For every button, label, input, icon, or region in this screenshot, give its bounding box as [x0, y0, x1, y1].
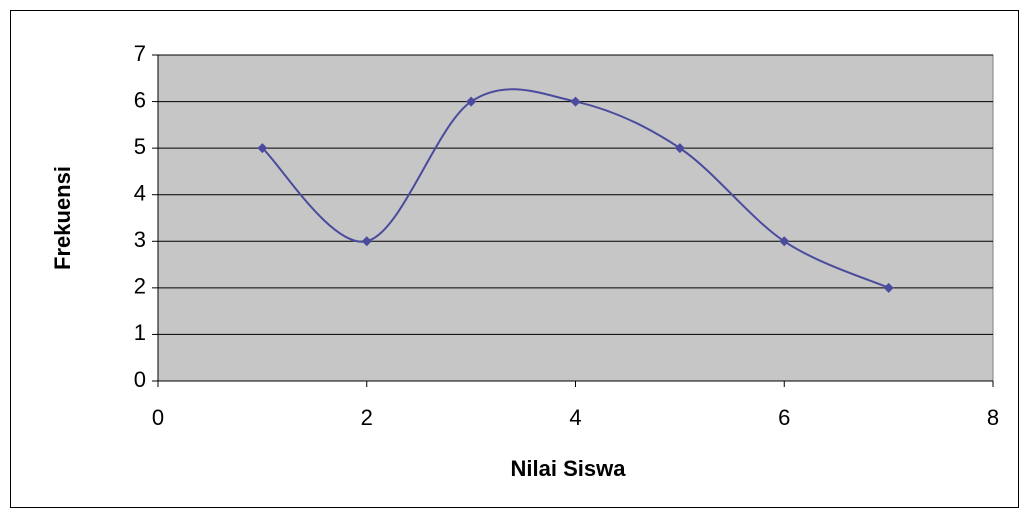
y-tick-label: 6 — [134, 87, 146, 112]
data-point — [674, 143, 685, 154]
x-tick-label: 0 — [152, 405, 164, 430]
x-tick-label: 4 — [569, 405, 581, 430]
y-tick-label: 5 — [134, 134, 146, 159]
y-tick-label: 4 — [134, 181, 146, 206]
y-axis-title: Frekuensi — [50, 166, 75, 270]
data-point — [466, 96, 477, 107]
data-point — [361, 236, 372, 247]
y-tick-label: 7 — [134, 41, 146, 66]
data-point — [570, 96, 581, 107]
data-point — [883, 282, 894, 293]
y-tick-label: 3 — [134, 227, 146, 252]
y-tick-label: 0 — [134, 367, 146, 392]
data-point — [257, 143, 268, 154]
x-tick-label: 6 — [778, 405, 790, 430]
y-tick-label: 2 — [134, 274, 146, 299]
data-point — [779, 236, 790, 247]
x-tick-label: 2 — [361, 405, 373, 430]
x-tick-label: 8 — [987, 405, 999, 430]
x-axis-title: Nilai Siswa — [511, 456, 627, 481]
y-tick-label: 1 — [134, 320, 146, 345]
plot-area — [157, 54, 994, 382]
